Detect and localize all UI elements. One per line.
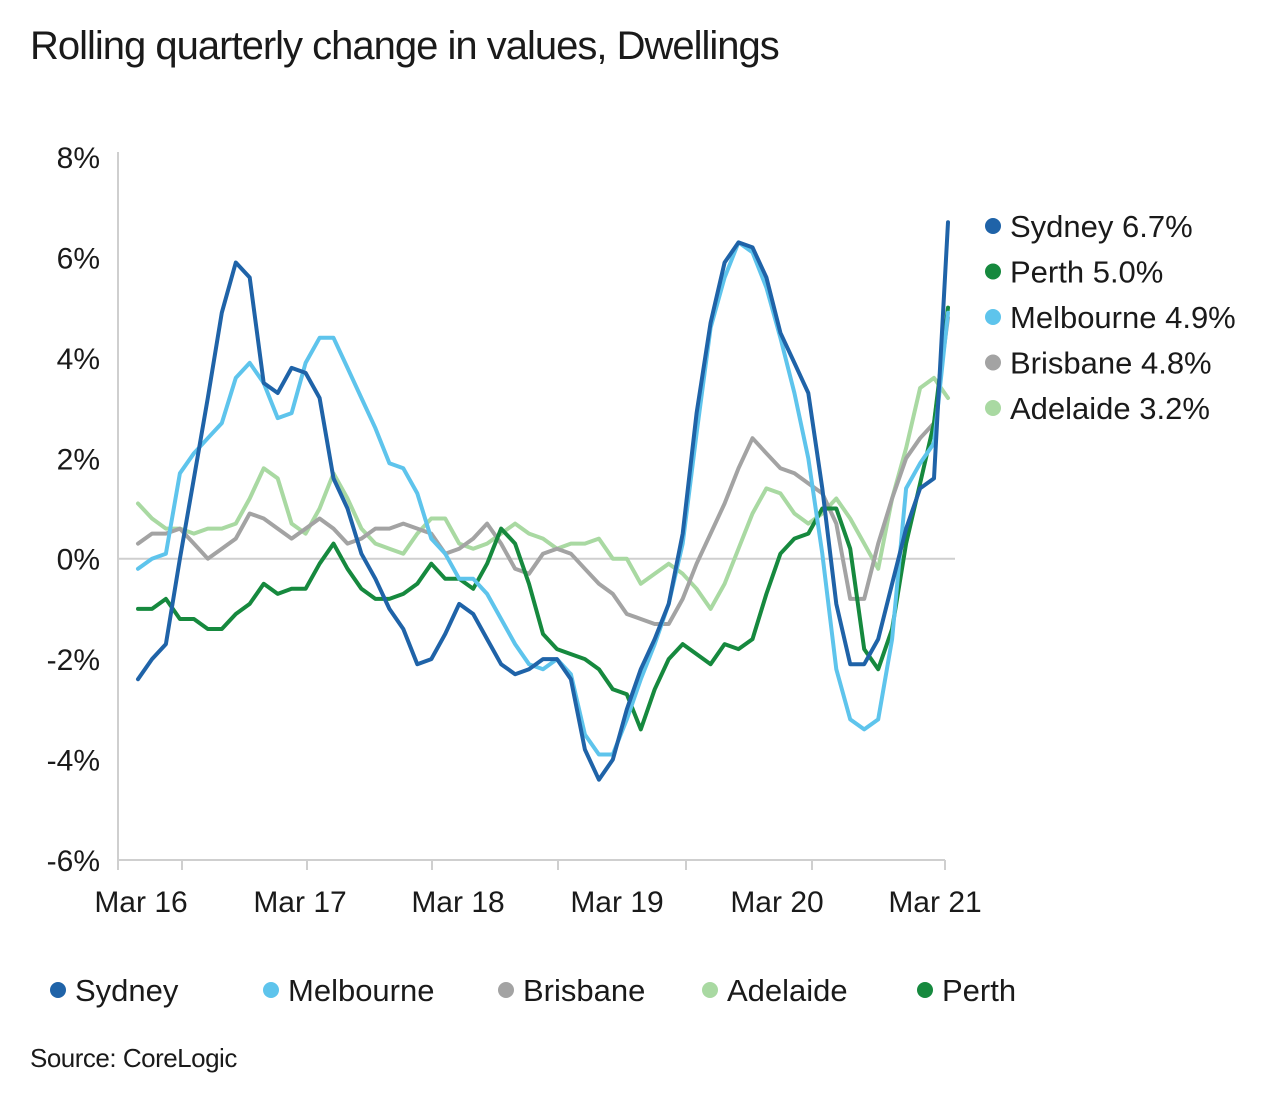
x-tick-label: Mar 16: [94, 886, 187, 919]
bottom-legend-label-perth: Perth: [942, 973, 1016, 1008]
bottom-legend-marker-melbourne: [263, 982, 279, 998]
series-line-sydney: [136, 220, 950, 782]
x-tick-label: Mar 18: [411, 886, 504, 919]
x-tick-label: Mar 20: [730, 886, 823, 919]
legend-marker-perth: [985, 263, 1001, 280]
y-tick-label: -2%: [47, 644, 100, 677]
y-tick-label: 8%: [57, 142, 100, 175]
legend-marker-sydney: [985, 218, 1001, 234]
y-tick-label: 4%: [57, 343, 100, 376]
x-tick-label: Mar 17: [253, 886, 346, 919]
y-tick-label: 6%: [57, 242, 100, 275]
source-note: Source: CoreLogic: [30, 1043, 237, 1073]
series-line-adelaide: [136, 375, 950, 611]
bottom-legend-marker-perth: [917, 982, 933, 998]
series-line-perth: [136, 305, 950, 732]
y-tick-label: -4%: [47, 745, 100, 778]
bottom-legend-label-melbourne: Melbourne: [288, 973, 434, 1008]
legend-label-perth: Perth 5.0%: [1010, 255, 1163, 290]
bottom-legend-label-brisbane: Brisbane: [523, 973, 645, 1008]
x-tick-label: Mar 19: [570, 886, 663, 919]
bottom-legend-marker-brisbane: [498, 982, 514, 998]
legend-label-adelaide: Adelaide 3.2%: [1010, 391, 1210, 426]
series-line-melbourne: [136, 240, 950, 757]
bottom-legend-marker-adelaide: [702, 982, 718, 998]
legend-marker-melbourne: [985, 309, 1001, 325]
legend-marker-adelaide: [985, 400, 1001, 416]
legend-marker-brisbane: [985, 354, 1001, 371]
y-tick-label: 2%: [57, 443, 100, 476]
legend-label-sydney: Sydney 6.7%: [1010, 209, 1193, 244]
chart-title: Rolling quarterly change in values, Dwel…: [30, 24, 780, 68]
bottom-legend-label-adelaide: Adelaide: [727, 973, 848, 1008]
y-tick-label: 0%: [57, 544, 100, 577]
bottom-legend-label-sydney: Sydney: [75, 973, 179, 1008]
y-tick-label: -6%: [47, 845, 100, 878]
legend-label-melbourne: Melbourne 4.9%: [1010, 300, 1236, 335]
legend-label-brisbane: Brisbane 4.8%: [1010, 346, 1212, 381]
x-tick-label: Mar 21: [888, 886, 981, 919]
bottom-legend-marker-sydney: [50, 982, 66, 998]
